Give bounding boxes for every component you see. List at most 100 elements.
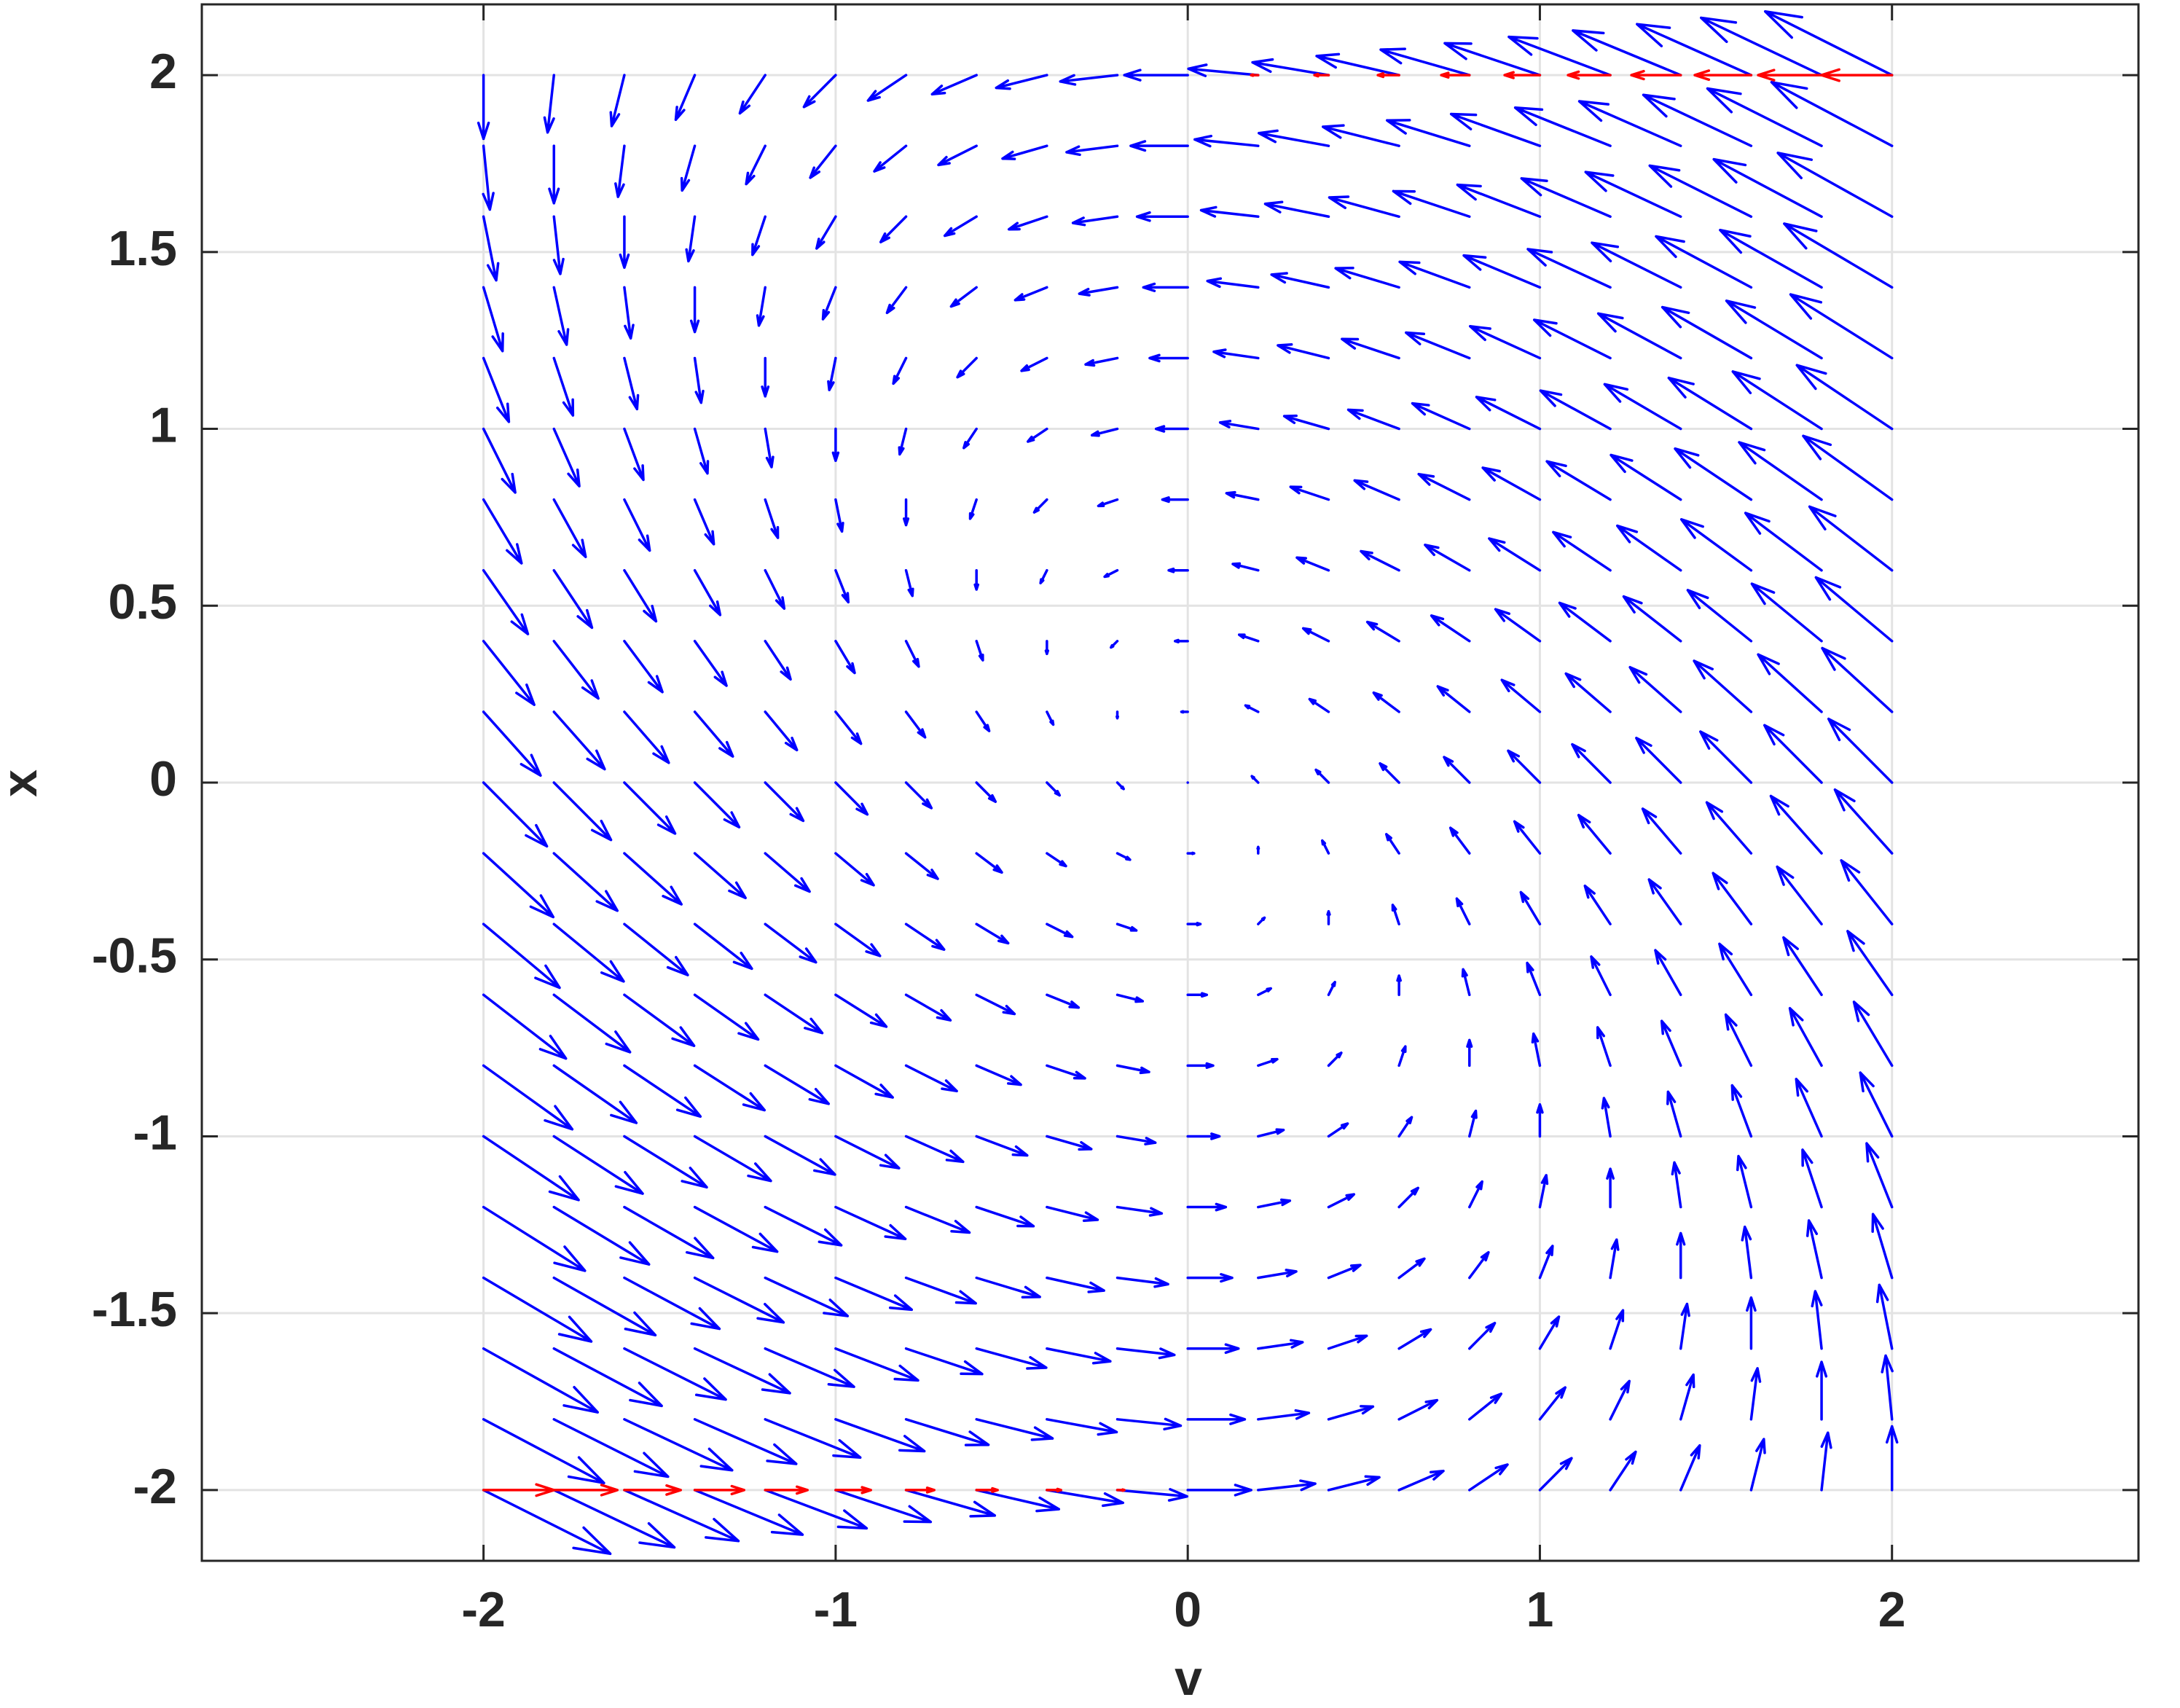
arrow xyxy=(552,1205,651,1266)
arrow xyxy=(1507,35,1612,77)
arrow xyxy=(1736,1154,1753,1209)
arrow xyxy=(1328,195,1400,219)
arrow xyxy=(1881,1354,1894,1421)
arrow xyxy=(482,498,523,565)
arrow xyxy=(962,427,978,450)
arrow xyxy=(482,286,504,353)
arrow xyxy=(1671,1161,1682,1209)
arrow xyxy=(834,781,869,816)
arrow xyxy=(1046,781,1061,797)
arrow xyxy=(1327,1122,1349,1138)
arrow xyxy=(1084,356,1119,367)
arrow xyxy=(1647,878,1682,925)
arrow xyxy=(1571,743,1612,784)
arrow xyxy=(1730,1084,1753,1138)
arrow xyxy=(764,993,824,1035)
arrow xyxy=(552,1135,644,1195)
arrow xyxy=(1488,537,1542,572)
arrow xyxy=(482,356,511,423)
arrow xyxy=(1443,756,1471,784)
arrow xyxy=(482,710,542,777)
arrow xyxy=(834,1486,872,1494)
arrow xyxy=(1032,498,1048,514)
arrow xyxy=(552,710,606,771)
arrow xyxy=(1635,737,1682,784)
arrow xyxy=(1116,1488,1126,1492)
arrow xyxy=(751,215,766,256)
arrow xyxy=(1116,1347,1176,1360)
arrow xyxy=(1116,710,1119,720)
arrow xyxy=(1538,1457,1573,1492)
arrow xyxy=(1630,69,1682,81)
arrow xyxy=(1135,211,1189,222)
x-tick-label: 1 xyxy=(1526,1582,1554,1637)
arrow xyxy=(995,74,1048,90)
arrow xyxy=(764,498,780,539)
arrow xyxy=(1257,987,1272,997)
arrow xyxy=(892,356,908,385)
arrow xyxy=(1327,1264,1362,1280)
arrow xyxy=(1601,1097,1612,1138)
arrow xyxy=(1321,124,1400,147)
arrow xyxy=(834,1347,920,1382)
arrow xyxy=(1379,762,1400,784)
arrow xyxy=(1603,383,1682,431)
arrow xyxy=(1789,293,1894,360)
arrow xyxy=(1462,254,1542,289)
arrow xyxy=(1212,348,1260,360)
x-tick-label: 0 xyxy=(1174,1582,1201,1637)
arrow xyxy=(1596,1026,1612,1068)
arrow xyxy=(975,781,997,803)
arrow xyxy=(482,215,500,282)
arrow xyxy=(764,1135,836,1176)
arrow xyxy=(693,1418,798,1465)
arrow xyxy=(764,1485,809,1495)
arrow xyxy=(1392,189,1471,219)
arrow xyxy=(1461,968,1471,997)
arrow xyxy=(1577,813,1612,855)
arrow xyxy=(623,356,640,411)
arrow xyxy=(1154,425,1189,433)
arrow xyxy=(1148,353,1189,363)
arrow xyxy=(674,74,697,122)
arrow xyxy=(1749,1438,1766,1492)
arrow xyxy=(1436,685,1471,713)
arrow xyxy=(1142,282,1189,292)
arrow xyxy=(477,74,490,141)
arrow xyxy=(1820,68,1894,82)
arrow xyxy=(482,922,561,990)
arrow xyxy=(1871,1213,1894,1280)
arrow xyxy=(1090,427,1119,437)
arrow xyxy=(1468,1392,1503,1421)
arrow xyxy=(552,1489,676,1549)
arrow xyxy=(693,1489,804,1536)
arrow xyxy=(1417,472,1471,501)
arrow xyxy=(1187,63,1260,77)
arrow xyxy=(1666,1090,1682,1138)
arrow xyxy=(1567,70,1612,80)
arrow xyxy=(1078,286,1119,297)
arrow xyxy=(1440,71,1471,79)
arrow xyxy=(1628,665,1682,713)
arrow xyxy=(1430,614,1471,643)
arrow xyxy=(1376,72,1400,79)
arrow xyxy=(1327,1193,1356,1209)
arrow xyxy=(1372,691,1400,713)
arrow xyxy=(756,286,766,327)
arrow xyxy=(1116,922,1138,932)
arrow xyxy=(623,852,683,906)
arrow xyxy=(975,1489,1061,1513)
arrow xyxy=(1538,1174,1549,1209)
arrow xyxy=(1827,717,1894,784)
arrow xyxy=(975,852,1003,874)
arrow xyxy=(1776,865,1823,925)
y-tick-label: 1.5 xyxy=(108,221,177,276)
arrow xyxy=(1583,885,1612,925)
arrow xyxy=(1353,479,1400,501)
arrow xyxy=(764,852,811,893)
arrow xyxy=(482,1064,574,1131)
arrow xyxy=(761,356,770,398)
arrow xyxy=(693,1205,779,1253)
arrow xyxy=(482,1347,599,1414)
arrow xyxy=(1513,820,1542,855)
